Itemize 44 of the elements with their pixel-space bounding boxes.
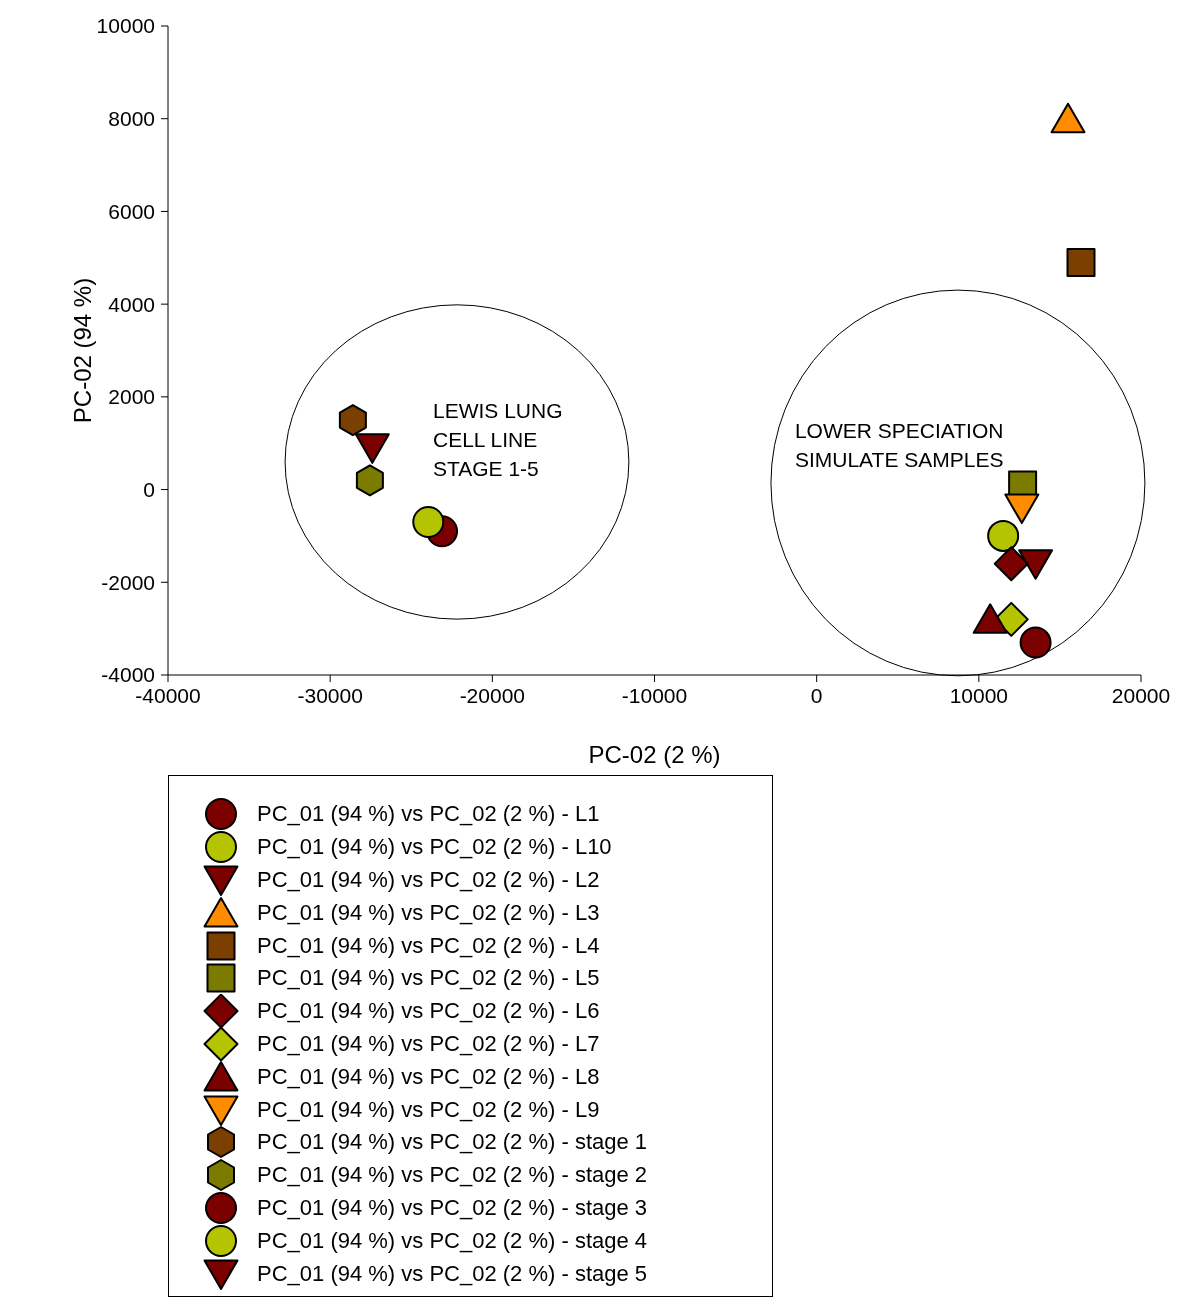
- x-tick-label: -30000: [297, 683, 363, 707]
- point: [972, 603, 1008, 634]
- y-tick-label: 8000: [108, 107, 155, 131]
- y-tick-label: 4000: [108, 292, 155, 316]
- point: [412, 506, 445, 539]
- legend-label: PC_01 (94 %) vs PC_02 (2 %) - L5: [257, 965, 600, 992]
- legend-label: PC_01 (94 %) vs PC_02 (2 %) - stage 5: [257, 1260, 648, 1287]
- legend-label: PC_01 (94 %) vs PC_02 (2 %) - L8: [257, 1063, 600, 1090]
- x-tick-label: 20000: [1111, 683, 1171, 707]
- legend-label: PC_01 (94 %) vs PC_02 (2 %) - L10: [257, 834, 612, 861]
- legend-label: PC_01 (94 %) vs PC_02 (2 %) - L6: [257, 998, 600, 1025]
- x-tick-label: 0: [810, 683, 823, 707]
- legend-label: PC_01 (94 %) vs PC_02 (2 %) - L2: [257, 866, 600, 893]
- y-axis-title: PC-02 (94 %): [68, 277, 96, 424]
- point: [1066, 247, 1096, 277]
- point: [1019, 626, 1052, 659]
- legend-label: PC_01 (94 %) vs PC_02 (2 %) - stage 1: [257, 1129, 648, 1156]
- legend-label: PC_01 (94 %) vs PC_02 (2 %) - stage 2: [257, 1162, 648, 1189]
- point: [355, 464, 384, 497]
- x-tick-label: -10000: [621, 683, 688, 707]
- point: [993, 546, 1029, 582]
- point: [1018, 549, 1054, 580]
- y-tick-label: 6000: [108, 199, 155, 223]
- legend-label: PC_01 (94 %) vs PC_02 (2 %) - L9: [257, 1096, 600, 1123]
- point: [354, 433, 390, 464]
- annotation: LOWER SPECIATION SIMULATE SAMPLES: [794, 418, 1004, 471]
- legend-label: PC_01 (94 %) vs PC_02 (2 %) - L3: [257, 899, 600, 926]
- legend-label: PC_01 (94 %) vs PC_02 (2 %) - stage 3: [257, 1194, 648, 1221]
- legend-label: PC_01 (94 %) vs PC_02 (2 %) - L4: [257, 932, 600, 959]
- legend-label: PC_01 (94 %) vs PC_02 (2 %) - L7: [257, 1030, 600, 1057]
- y-tick-label: 10000: [96, 14, 155, 38]
- x-tick-label: -20000: [459, 683, 526, 707]
- point: [987, 519, 1020, 552]
- y-tick-label: 2000: [108, 385, 155, 409]
- point: [338, 404, 367, 437]
- legend-label: PC_01 (94 %) vs PC_02 (2 %) - stage 4: [257, 1227, 648, 1254]
- point: [1004, 493, 1040, 525]
- legend-label: PC_01 (94 %) vs PC_02 (2 %) - L1: [257, 801, 600, 828]
- y-tick-label: -2000: [101, 570, 155, 594]
- x-axis-title: PC-02 (2 %): [588, 741, 721, 768]
- y-tick-label: 0: [143, 478, 155, 502]
- x-tick-label: 10000: [949, 683, 1009, 707]
- point: [1050, 102, 1086, 134]
- annotation: LEWIS LUNG CELL LINE STAGE 1-5: [432, 398, 563, 480]
